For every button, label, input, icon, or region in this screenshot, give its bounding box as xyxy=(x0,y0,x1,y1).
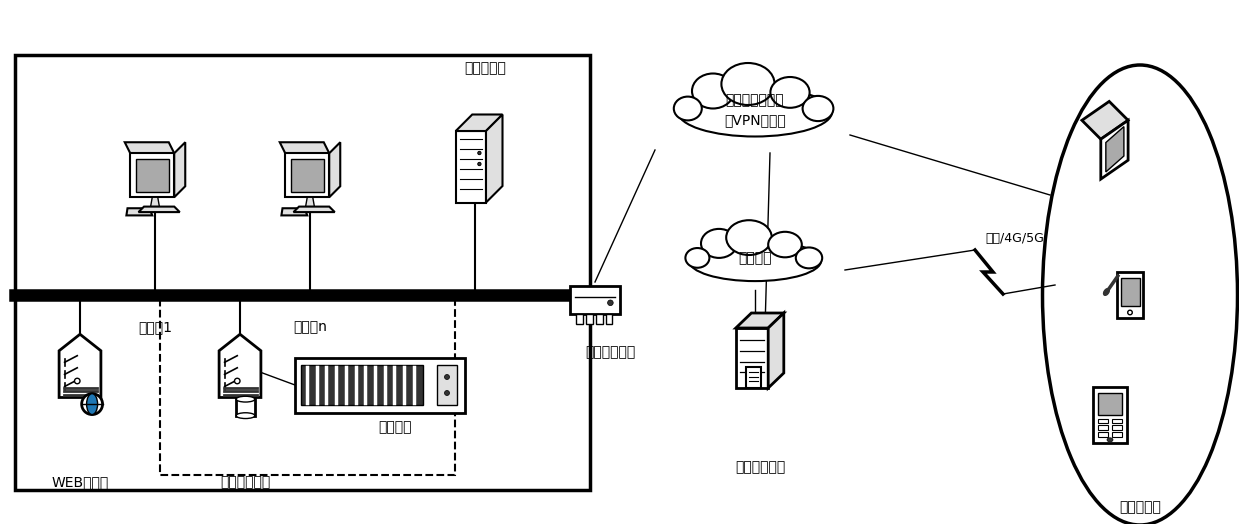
Ellipse shape xyxy=(445,375,450,379)
Polygon shape xyxy=(1106,127,1124,172)
Polygon shape xyxy=(136,159,169,192)
Text: 磁盘阵列: 磁盘阵列 xyxy=(378,420,411,434)
Ellipse shape xyxy=(1042,65,1238,524)
Ellipse shape xyxy=(478,151,481,155)
Ellipse shape xyxy=(478,162,481,166)
Polygon shape xyxy=(1098,425,1108,430)
Ellipse shape xyxy=(1106,438,1113,442)
Ellipse shape xyxy=(768,232,802,257)
Text: 云端网络: 云端网络 xyxy=(738,251,772,265)
Text: 互联网终端: 互联网终端 xyxy=(1119,500,1161,514)
Polygon shape xyxy=(281,208,307,215)
Polygon shape xyxy=(1093,387,1126,443)
Polygon shape xyxy=(219,334,261,398)
Bar xyxy=(586,314,592,324)
Polygon shape xyxy=(175,142,186,197)
Polygon shape xyxy=(456,131,486,202)
Ellipse shape xyxy=(234,378,240,384)
Polygon shape xyxy=(456,115,503,131)
Polygon shape xyxy=(285,153,330,197)
Text: 应用服务器: 应用服务器 xyxy=(465,61,506,75)
Bar xyxy=(606,314,612,324)
Polygon shape xyxy=(294,206,335,212)
Polygon shape xyxy=(291,159,323,192)
Ellipse shape xyxy=(445,390,450,396)
Polygon shape xyxy=(1100,121,1127,179)
Polygon shape xyxy=(1082,102,1127,139)
Polygon shape xyxy=(746,367,761,388)
Polygon shape xyxy=(126,208,152,215)
Polygon shape xyxy=(736,328,768,388)
Bar xyxy=(596,314,602,324)
Polygon shape xyxy=(306,197,315,206)
Bar xyxy=(15,55,590,490)
Text: 有线/4G/5G: 有线/4G/5G xyxy=(985,232,1044,245)
Polygon shape xyxy=(768,313,784,388)
Text: 工作站1: 工作站1 xyxy=(138,320,172,334)
Polygon shape xyxy=(59,334,100,398)
Ellipse shape xyxy=(795,247,823,268)
Text: WEB服务器: WEB服务器 xyxy=(51,475,109,489)
Text: 公有云服务器: 公有云服务器 xyxy=(735,460,786,474)
Ellipse shape xyxy=(674,96,701,121)
Ellipse shape xyxy=(607,300,613,305)
Polygon shape xyxy=(570,286,621,314)
Ellipse shape xyxy=(689,241,821,281)
Polygon shape xyxy=(486,115,503,202)
Polygon shape xyxy=(736,313,784,328)
Bar xyxy=(576,314,584,324)
Ellipse shape xyxy=(1104,289,1109,296)
Text: 网络安全装置: 网络安全装置 xyxy=(585,345,636,359)
Polygon shape xyxy=(1111,432,1121,437)
Ellipse shape xyxy=(82,394,103,414)
Polygon shape xyxy=(151,197,160,206)
Ellipse shape xyxy=(726,220,772,255)
Polygon shape xyxy=(280,142,330,153)
Ellipse shape xyxy=(771,77,809,108)
Ellipse shape xyxy=(237,396,255,402)
Polygon shape xyxy=(1111,425,1121,430)
Text: 工作站n: 工作站n xyxy=(294,320,327,334)
Bar xyxy=(301,365,424,405)
Bar xyxy=(237,399,255,416)
Polygon shape xyxy=(125,142,175,153)
Polygon shape xyxy=(330,142,341,197)
Ellipse shape xyxy=(87,394,98,414)
Ellipse shape xyxy=(237,413,255,419)
Ellipse shape xyxy=(803,96,834,121)
Ellipse shape xyxy=(1127,310,1132,315)
Polygon shape xyxy=(130,153,175,197)
Polygon shape xyxy=(1098,419,1108,423)
Ellipse shape xyxy=(721,63,774,105)
Ellipse shape xyxy=(685,248,710,268)
Polygon shape xyxy=(1120,278,1140,307)
Ellipse shape xyxy=(74,378,81,384)
Ellipse shape xyxy=(693,73,733,108)
Text: 数据库服务器: 数据库服务器 xyxy=(219,475,270,489)
Polygon shape xyxy=(1098,432,1108,437)
Bar xyxy=(295,357,465,412)
Ellipse shape xyxy=(701,229,737,258)
Polygon shape xyxy=(1116,272,1144,318)
Polygon shape xyxy=(139,206,180,212)
Polygon shape xyxy=(1111,419,1121,423)
Bar xyxy=(437,365,457,405)
Text: 运营商专用通道
（VPN加密）: 运营商专用通道 （VPN加密） xyxy=(724,93,786,127)
Polygon shape xyxy=(1098,393,1123,415)
Ellipse shape xyxy=(678,88,833,136)
Bar xyxy=(160,295,455,475)
